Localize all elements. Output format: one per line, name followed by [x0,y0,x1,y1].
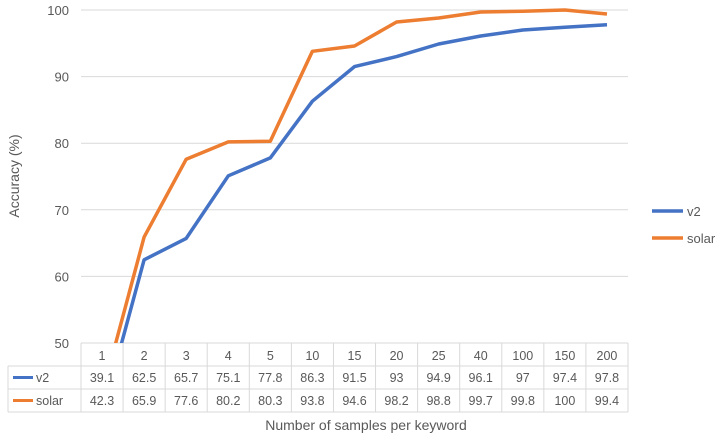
table-value: 94.6 [342,394,366,408]
y-tick-label: 90 [55,70,69,85]
table-value: 39.1 [90,371,114,385]
table-value: 80.3 [258,394,282,408]
table-value: 80.2 [216,394,240,408]
y-axis-ticks: 50 60 70 80 90 100 [47,3,69,351]
y-axis-title: Accuracy (%) [6,134,22,217]
table-value: 42.3 [90,394,114,408]
table-value: 91.5 [342,371,366,385]
y-tick-label: 60 [55,269,69,284]
x-category-label: 1 [99,349,106,363]
x-category-label: 20 [390,349,404,363]
table-value: 77.6 [174,394,198,408]
series-line-v2 [119,22,608,343]
table-value: 97.8 [595,371,619,385]
x-category-label: 25 [432,349,446,363]
x-category-label: 100 [512,349,533,363]
x-category-label: 3 [183,349,190,363]
table-value: 77.8 [258,371,282,385]
y-tick-label: 100 [47,3,69,18]
x-category-label: 5 [267,349,274,363]
x-category-label: 2 [141,349,148,363]
table-value: 75.1 [216,371,240,385]
table-value: 86.3 [300,371,324,385]
table-value: 96.1 [469,371,493,385]
data-table: 1 2 3 4 5 10 15 20 25 40 100 150 200 v2 39.1 62.5 65.7 75… [7,343,629,413]
table-value: 65.7 [174,371,198,385]
gridlines [81,9,628,344]
table-value: 98.2 [384,394,408,408]
y-tick-label: 70 [55,203,69,218]
table-value: 94.9 [426,371,450,385]
x-category-label: 40 [474,349,488,363]
table-series-name: v2 [36,371,49,385]
x-category-label: 4 [225,349,232,363]
table-series-name: solar [36,394,63,408]
table-value: 93.8 [300,394,324,408]
x-axis-title: Number of samples per keyword [265,417,467,433]
x-category-label: 150 [554,349,575,363]
table-value: 99.4 [595,394,619,408]
series-lines [113,8,608,343]
table-value: 98.8 [426,394,450,408]
x-category-label: 15 [348,349,362,363]
table-value: 65.9 [132,394,156,408]
table-value: 62.5 [132,371,156,385]
legend: v2 solar [652,204,716,246]
y-tick-label: 50 [55,336,69,351]
y-tick-label: 80 [55,136,69,151]
x-category-label: 200 [597,349,618,363]
table-value: 93 [390,371,404,385]
x-category-label: 10 [305,349,319,363]
table-value: 99.7 [469,394,493,408]
legend-entry: v2 [687,204,701,219]
legend-entry: solar [687,231,716,246]
series-line-solar [113,8,608,343]
table-value: 97 [516,371,530,385]
table-value: 99.8 [511,394,535,408]
table-value: 100 [554,394,575,408]
table-value: 97.4 [553,371,577,385]
